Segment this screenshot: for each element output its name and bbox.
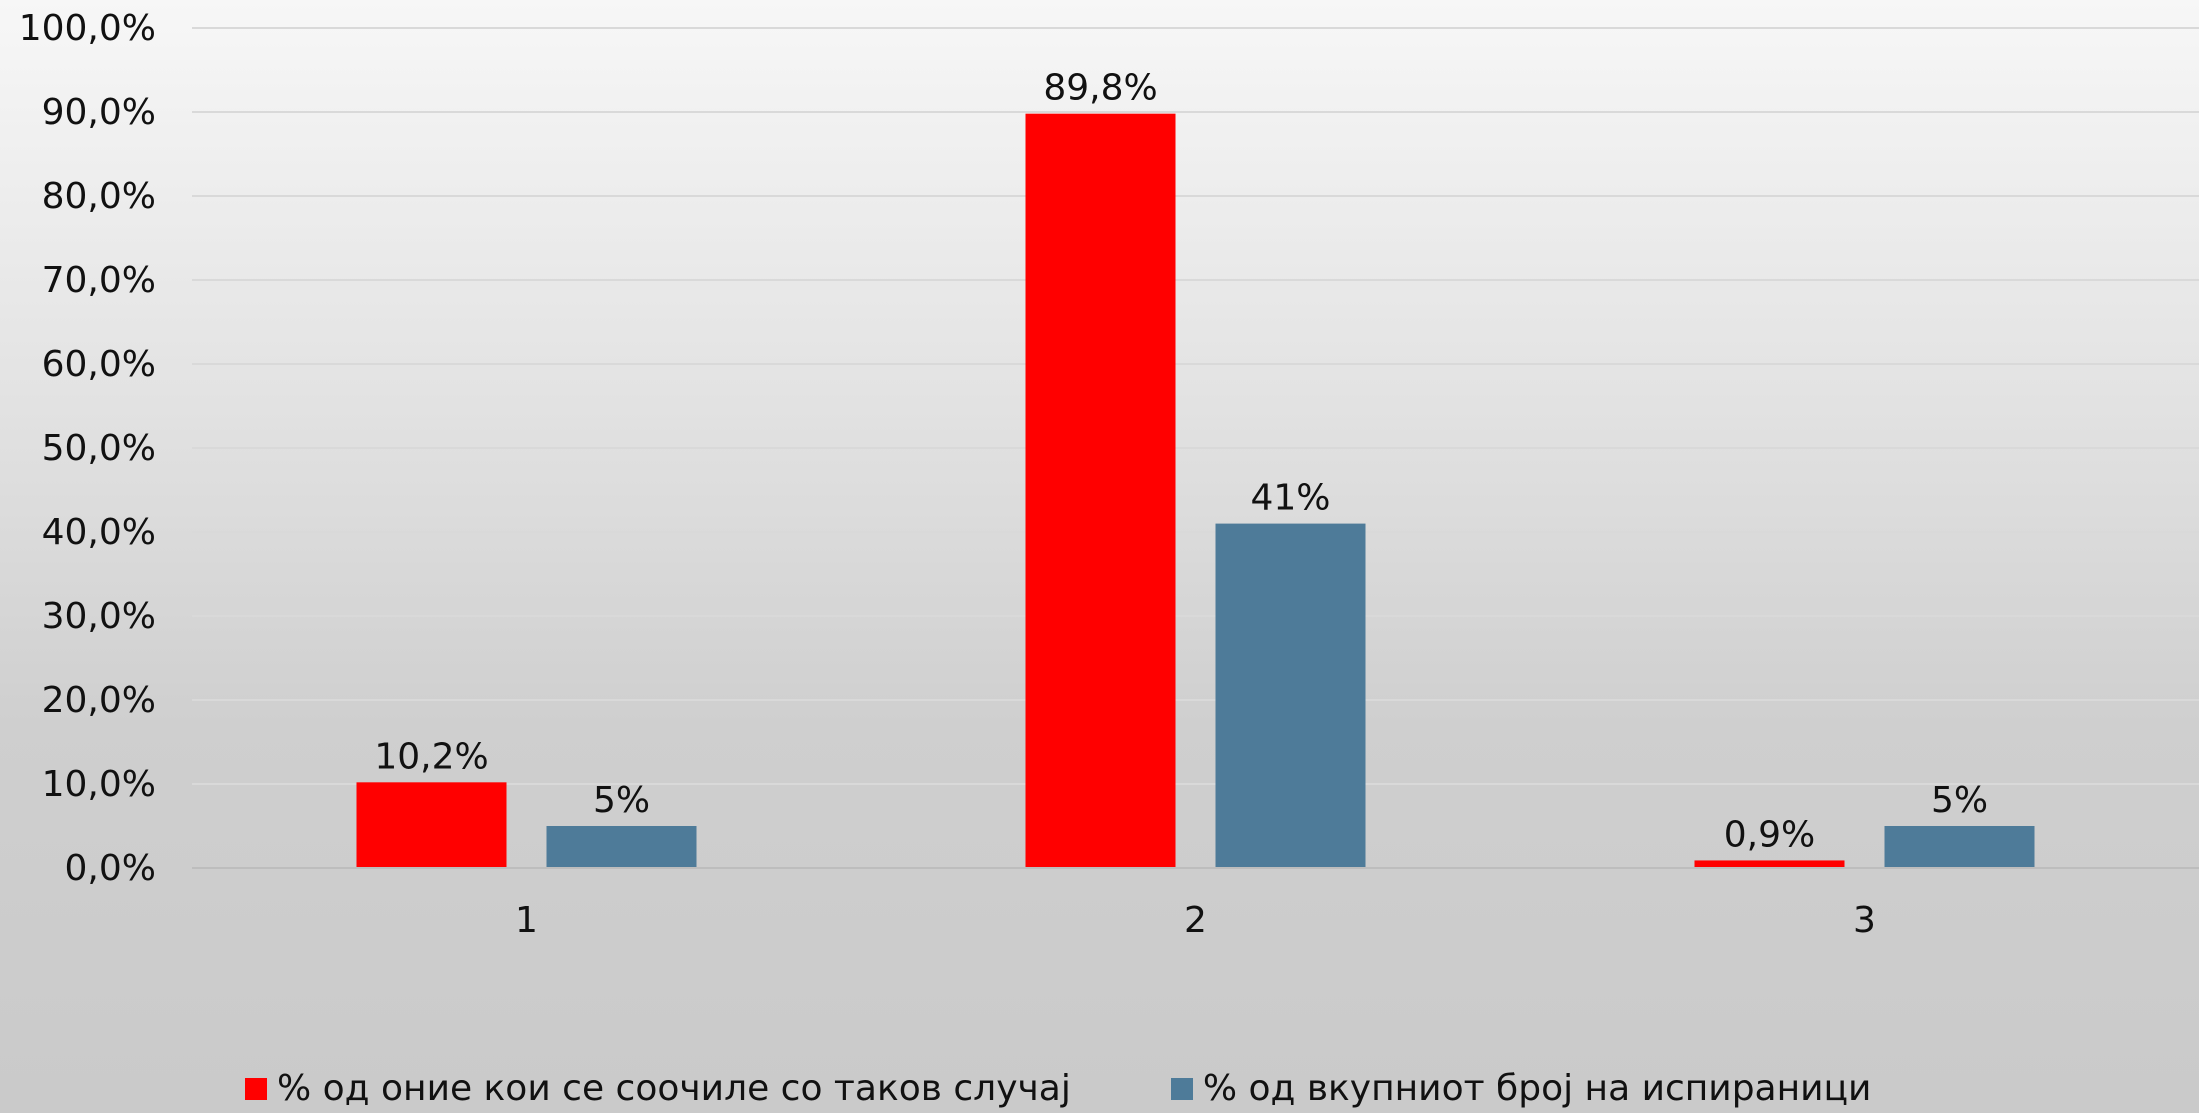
legend-item-series-1: % од оние кои се соочиле со таков случај (245, 1068, 1071, 1109)
y-tick-label: 10,0% (42, 764, 156, 805)
y-tick-label: 90,0% (42, 92, 156, 133)
bars: 10,2% 5% 89,8% 41% 0,9% 5% (356, 68, 2035, 869)
x-tick-label: 2 (1184, 900, 1207, 941)
data-label: 5% (593, 780, 650, 821)
y-tick-label: 40,0% (42, 512, 156, 553)
x-tick-label: 1 (515, 900, 538, 941)
legend-swatch-series-1 (245, 1077, 267, 1100)
data-label: 5% (1931, 780, 1988, 821)
y-tick-label: 20,0% (42, 680, 156, 721)
data-label: 10,2% (374, 736, 488, 777)
y-axis-tick-labels: 0,0% 10,0% 20,0% 30,0% 40,0% 50,0% 60,0% 70,0% 8… (19, 8, 156, 889)
data-label: 89,8% (1043, 68, 1157, 109)
y-tick-label: 50,0% (42, 428, 156, 469)
bar-series-1-cat-2 (1025, 113, 1176, 869)
legend-swatch-series-2 (1170, 1077, 1193, 1100)
y-tick-label: 70,0% (42, 260, 156, 301)
data-label: 41% (1250, 478, 1330, 519)
gridlines (192, 27, 2199, 785)
bar-series-1-cat-3 (1694, 860, 1845, 868)
x-tick-label: 3 (1853, 900, 1876, 941)
bar-series-2-cat-1 (546, 826, 697, 868)
data-label: 0,9% (1724, 814, 1815, 855)
y-tick-label: 80,0% (42, 176, 156, 217)
y-tick-label: 60,0% (42, 344, 156, 385)
y-tick-label: 0,0% (65, 848, 156, 889)
x-axis-tick-labels: 1 2 3 (515, 900, 1876, 941)
y-tick-label: 30,0% (42, 596, 156, 637)
bar-series-2-cat-3 (1884, 826, 2035, 868)
y-tick-label: 100,0% (19, 8, 156, 49)
legend: % од оние кои се соочиле со таков случај… (245, 1068, 1971, 1109)
bar-series-1-cat-1 (356, 782, 507, 868)
legend-label-series-1: % од оние кои се соочиле со таков случај (277, 1068, 1071, 1109)
legend-label-series-2: % од вкупниот број на испираници (1202, 1068, 1872, 1109)
legend-item-series-2: % од вкупниот број на испираници (1170, 1068, 1872, 1109)
bar-series-2-cat-2 (1215, 523, 1366, 868)
